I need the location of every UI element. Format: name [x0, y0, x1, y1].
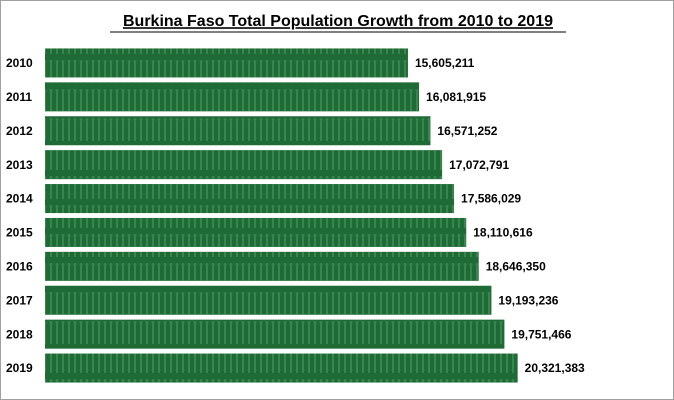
value-label: 18,646,350: [486, 260, 546, 274]
bar: [45, 82, 420, 112]
value-label: 19,193,236: [498, 293, 558, 307]
y-tick-label: 2018: [6, 327, 33, 341]
chart-title: Burkina Faso Total Population Growth fro…: [123, 13, 553, 30]
bar: [45, 116, 431, 146]
y-tick-label: 2016: [6, 260, 33, 274]
value-label: 18,110,616: [473, 226, 533, 240]
y-tick-label: 2019: [6, 361, 33, 375]
value-label: 16,571,252: [437, 124, 497, 138]
bar: [45, 150, 443, 180]
bar: [45, 184, 455, 214]
value-label: 20,321,383: [525, 361, 585, 375]
y-tick-label: 2010: [6, 56, 33, 70]
value-label: 16,081,915: [426, 90, 486, 104]
y-tick-label: 2014: [6, 192, 33, 206]
bar: [45, 319, 505, 349]
y-tick-label: 2015: [6, 226, 33, 240]
value-label: 19,751,466: [511, 327, 571, 341]
value-label: 15,605,211: [415, 56, 475, 70]
bar: [45, 217, 467, 247]
bar: [45, 285, 492, 315]
y-tick-label: 2011: [6, 90, 32, 104]
y-tick-label: 2017: [6, 293, 33, 307]
value-label: 17,586,029: [461, 192, 521, 206]
value-label: 17,072,791: [449, 158, 509, 172]
bar: [45, 353, 518, 383]
bar: [45, 251, 479, 281]
y-tick-label: 2013: [6, 158, 33, 172]
bar: [45, 48, 408, 78]
y-tick-label: 2012: [6, 124, 33, 138]
